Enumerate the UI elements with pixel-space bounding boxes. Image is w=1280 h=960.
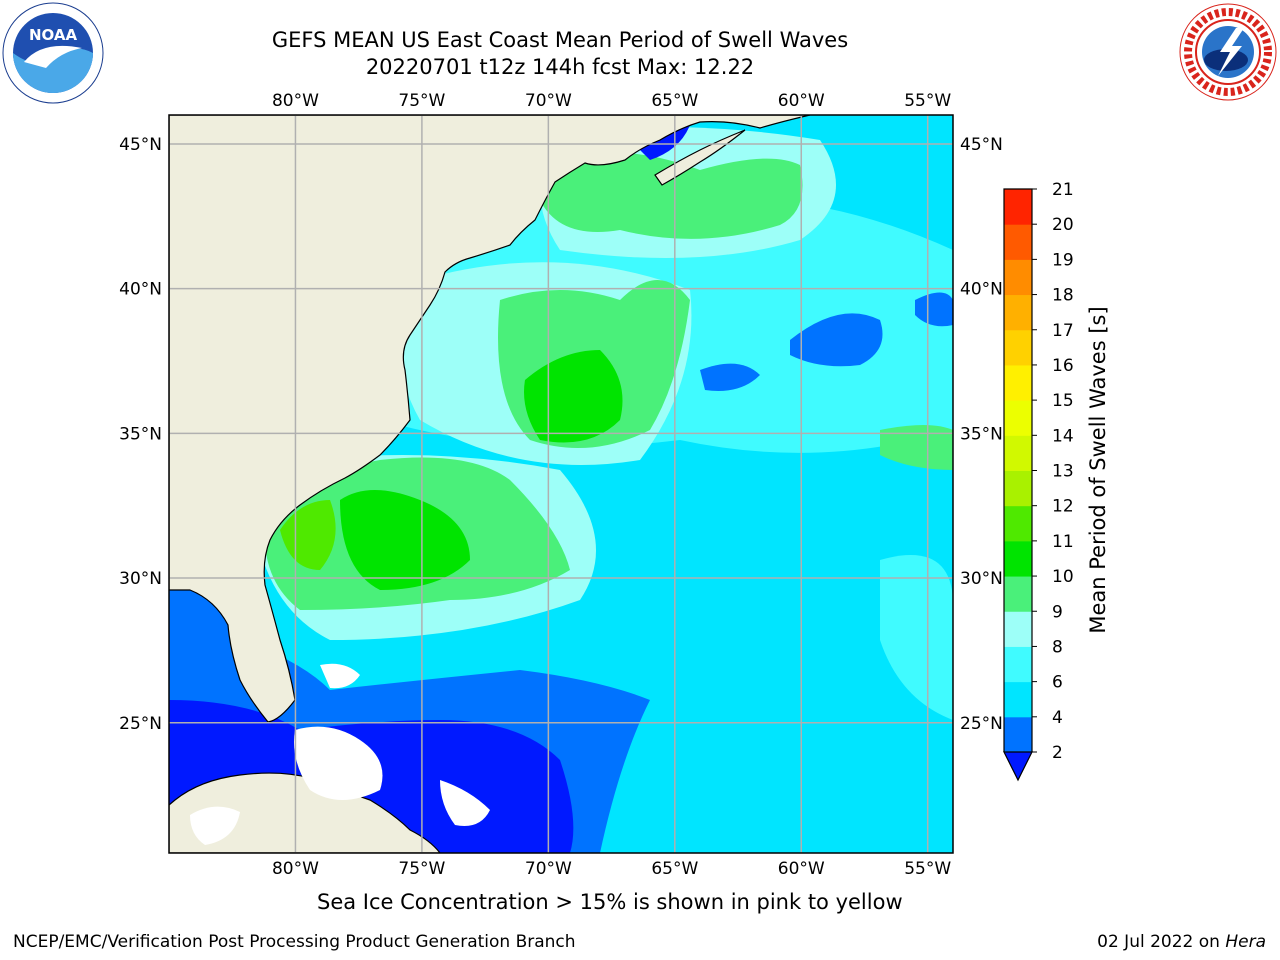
lon-tick-label: 70°W [525,859,572,879]
colorbar-swatch [1004,400,1032,436]
footer-date-text: 02 Jul 2022 on [1097,932,1226,952]
contour-band-4s [915,292,953,327]
colorbar-under-arrow [1003,751,1033,782]
no-data-region [320,663,360,689]
lon-tick-label: 80°W [272,91,319,111]
noaa-logo: NOAA [2,2,104,104]
lat-tick-label: 30°N [960,569,1003,589]
colorbar-swatch [1004,576,1032,612]
lat-tick-label: 35°N [960,424,1003,444]
colorbar-swatch [1004,470,1032,507]
colorbar-tick-label: 15 [1052,391,1074,411]
lat-tick-label: 35°N [119,424,162,444]
no-data-region [440,780,490,826]
lon-tick-label: 75°W [398,91,445,111]
lon-tick-label: 55°W [904,91,951,111]
contour-band-11s [340,490,470,590]
sea-ice-caption: Sea Ice Concentration > 15% is shown in … [317,890,903,914]
no-data-region [190,806,240,845]
colorbar-tick-label: 10 [1052,567,1074,587]
colorbar-tick-label: 18 [1052,286,1074,306]
colorbar-swatch [1004,259,1032,296]
lat-tick-label: 40°N [119,280,162,300]
footer-host: Hera [1225,932,1266,952]
colorbar-tick-label: 16 [1052,356,1074,376]
colorbar-swatch [1004,646,1032,683]
colorbar-tick-label: 17 [1052,321,1074,341]
lon-labels-bottom: 80°W 75°W 70°W 65°W 60°W 55°W [272,859,951,879]
lat-tick-label: 25°N [119,714,162,734]
colorbar-tick-label: 2 [1052,743,1063,763]
map-frame [168,114,954,854]
colorbar-swatch [1004,329,1032,366]
colorbar: 2 4 6 8 9 10 11 12 13 14 15 16 17 18 19 20 21 [1003,180,1074,782]
colorbar-tick-label: 19 [1052,250,1074,270]
map-subtitle: 20220701 t12z 144h fcst Max: 12.22 [365,55,755,79]
colorbar-swatch [1004,294,1032,331]
lat-tick-label: 25°N [960,714,1003,734]
no-data-region [294,726,383,800]
lat-tick-label: 40°N [960,280,1003,300]
noaa-logo-text: NOAA [29,26,78,44]
lon-tick-label: 65°W [651,91,698,111]
lon-tick-label: 75°W [398,859,445,879]
lon-tick-label: 80°W [272,859,319,879]
colorbar-tick-label: 13 [1052,462,1074,482]
lon-labels-top: 80°W 75°W 70°W 65°W 60°W 55°W [272,91,951,111]
contour-band-4s [790,313,883,367]
nws-logo [1179,3,1277,101]
colorbar-tick-label: 8 [1052,637,1063,657]
colorbar-label: Mean Period of Swell Waves [s] [1086,306,1110,634]
colorbar-swatch [1004,540,1032,577]
contour-band-10s [540,152,803,239]
lon-tick-label: 65°W [651,859,698,879]
lat-labels-left: 45°N 40°N 35°N 30°N 25°N [119,135,162,734]
colorbar-tick-label: 11 [1052,532,1074,552]
lon-tick-label: 60°W [778,91,825,111]
lon-tick-label: 55°W [904,859,951,879]
colorbar-tick-label: 20 [1052,215,1074,235]
lat-labels-right: 45°N 40°N 35°N 30°N 25°N [960,135,1003,734]
colorbar-swatch [1004,505,1032,542]
map-title: GEFS MEAN US East Coast Mean Period of S… [271,28,849,52]
colorbar-swatch [1004,224,1032,260]
colorbar-tick-label: 12 [1052,497,1074,517]
lon-tick-label: 70°W [525,91,572,111]
lat-tick-label: 45°N [119,135,162,155]
colorbar-swatch [1004,364,1032,401]
colorbar-tick-label: 4 [1052,708,1063,728]
colorbar-tick-label: 21 [1052,180,1074,200]
contour-band-8s [880,555,953,720]
lat-tick-label: 30°N [119,569,162,589]
colorbar-swatch [1004,611,1032,647]
colorbar-tick-label: 14 [1052,426,1074,446]
colorbar-swatch [1004,435,1032,471]
colorbar-tick-label: 6 [1052,673,1063,693]
contour-band-10s [880,425,953,470]
lon-tick-label: 60°W [778,859,825,879]
contour-band-12s [280,500,336,570]
map-area [169,115,953,853]
colorbar-swatch [1004,716,1032,753]
contour-band-4s [700,363,760,391]
lat-tick-label: 45°N [960,135,1003,155]
colorbar-swatch [1004,681,1032,718]
footer-date: 02 Jul 2022 on Hera [1097,932,1266,952]
colorbar-swatch [1004,189,1032,225]
footer-credit: NCEP/EMC/Verification Post Processing Pr… [13,932,576,952]
graticule [169,115,953,853]
colorbar-tick-label: 9 [1052,602,1063,622]
